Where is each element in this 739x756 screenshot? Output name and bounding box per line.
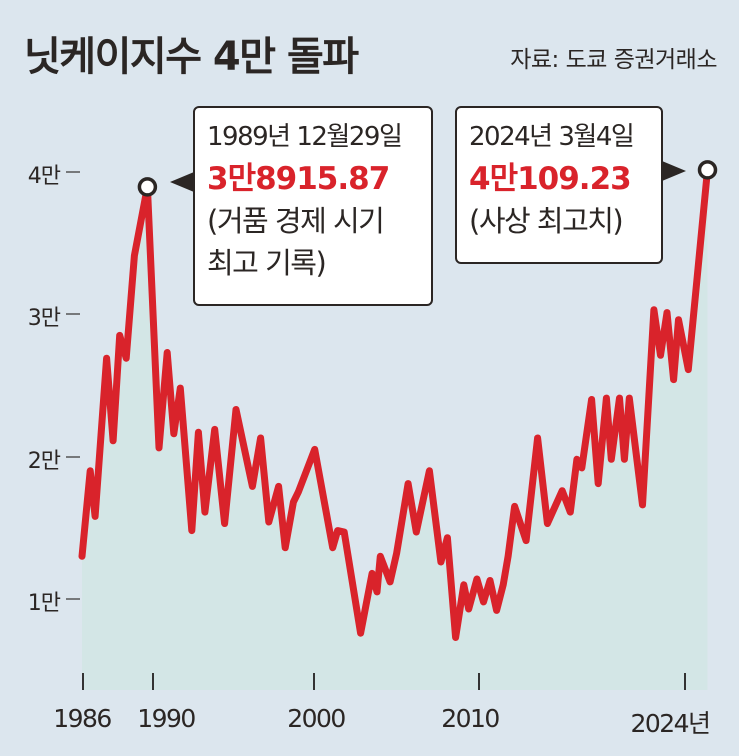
y-tick-label-30000: 3만 — [27, 306, 61, 331]
y-tick-label-40000: 4만 — [27, 164, 61, 189]
x-tick-label-1986: 1986 — [53, 704, 112, 733]
y-tick-label-10000: 1만 — [27, 591, 61, 616]
index-line — [78, 166, 711, 641]
x-tick-label-1990: 1990 — [137, 704, 196, 733]
y-tick-label-20000: 2만 — [27, 449, 61, 474]
callout-value: 3만8915.87 — [207, 161, 390, 197]
callout-date: 2024년 3월4일 — [469, 122, 635, 152]
chart-title: 닛케이지수 4만 돌파 — [24, 34, 359, 80]
callout-2024-record: 2024년 3월4일 4만109.23 (사상 최고치) — [455, 106, 663, 264]
plot-area — [78, 160, 718, 690]
x-tick-label-2000: 2000 — [287, 704, 346, 733]
callout-note: (사상 최고치) — [469, 204, 624, 238]
y-axis-ticks — [66, 171, 80, 600]
x-axis-ticks — [82, 673, 686, 690]
x-tick-label-2024: 2024년 — [630, 709, 711, 738]
callout-1989-peak: 1989년 12월29일 3만8915.87 (거품 경제 시기 최고 기록) — [193, 106, 433, 306]
data-source: 자료: 도쿄 증권거래소 — [510, 47, 717, 73]
callout-note: (거품 경제 시기 — [207, 204, 385, 238]
callout-value: 4만109.23 — [469, 161, 632, 197]
x-tick-label-2010: 2010 — [441, 704, 500, 733]
callout-note: 최고 기록) — [207, 246, 327, 280]
area-fill — [82, 169, 708, 690]
callout-pointer-1989 — [170, 172, 194, 192]
marker-2024-record — [697, 160, 718, 180]
callout-date: 1989년 12월29일 — [207, 122, 403, 152]
callout-pointer-2024 — [662, 161, 686, 181]
marker-1989-peak — [137, 177, 158, 197]
